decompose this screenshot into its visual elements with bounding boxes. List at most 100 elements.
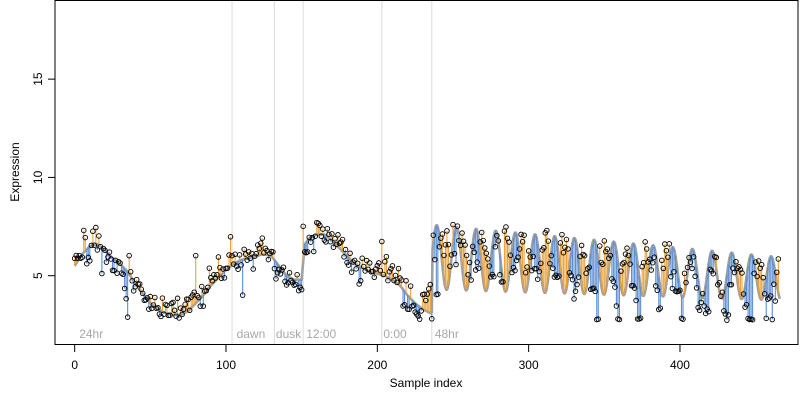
data-point (491, 273, 497, 280)
data-point (388, 266, 394, 272)
data-point (427, 281, 434, 288)
data-point (102, 247, 108, 254)
data-point (215, 254, 222, 260)
data-point (79, 254, 85, 260)
data-point (418, 308, 424, 314)
data-point (760, 274, 766, 281)
data-point (432, 256, 438, 263)
data-point (544, 227, 550, 234)
data-point (415, 313, 421, 319)
data-point (541, 245, 547, 251)
data-point (82, 234, 89, 241)
data-point (525, 248, 532, 254)
data-point (618, 268, 624, 274)
data-point (486, 263, 493, 269)
data-point (429, 316, 435, 322)
data-point (538, 260, 544, 267)
data-point (631, 285, 638, 291)
data-point (424, 291, 431, 297)
data-point (709, 268, 715, 274)
data-point (339, 236, 346, 243)
data-point (186, 307, 193, 314)
data-point (554, 274, 561, 281)
data-point (754, 273, 760, 280)
data-point (736, 264, 742, 270)
data-point (649, 259, 656, 266)
data-point (421, 291, 427, 297)
data-point (761, 291, 768, 297)
y-tick-label: 5 (31, 272, 45, 279)
x-tick-label: 100 (216, 358, 236, 372)
data-point (646, 256, 653, 262)
data-point (136, 281, 143, 287)
data-point (642, 239, 648, 245)
data-point (238, 262, 244, 268)
data-point (512, 267, 518, 274)
data-point (737, 266, 744, 273)
data-point (224, 265, 231, 271)
data-point (506, 239, 512, 245)
data-point (657, 305, 664, 311)
data-point (698, 299, 704, 306)
data-point (495, 238, 502, 244)
data-point (436, 244, 443, 250)
data-point (696, 307, 703, 314)
data-point (531, 265, 538, 272)
data-point (392, 272, 399, 279)
data-point (519, 238, 526, 245)
data-point (768, 293, 774, 299)
data-point (356, 281, 362, 287)
data-point (177, 305, 184, 311)
data-point (633, 297, 639, 304)
region-label: 0:00 (383, 327, 407, 341)
data-point (536, 268, 542, 275)
data-point (439, 231, 446, 237)
data-point (229, 252, 235, 259)
data-point (621, 259, 627, 266)
data-point (99, 270, 105, 277)
data-point (400, 303, 406, 309)
data-point (727, 281, 733, 288)
data-point (500, 279, 506, 285)
data-point (477, 239, 483, 245)
data-point (559, 231, 565, 238)
data-points (71, 219, 782, 323)
data-point (751, 270, 757, 277)
data-point (734, 265, 741, 271)
data-point (643, 246, 650, 252)
data-point (376, 260, 382, 266)
data-point (298, 286, 305, 293)
data-point (600, 261, 606, 268)
data-point (606, 255, 612, 261)
x-tick-label: 0 (71, 358, 78, 372)
data-point (348, 269, 355, 275)
data-point (492, 244, 499, 250)
data-point (250, 266, 256, 272)
data-point (668, 273, 674, 280)
data-point (279, 267, 285, 273)
data-point (88, 242, 95, 249)
data-point (91, 242, 98, 248)
region-label: dusk (276, 327, 302, 341)
data-point (580, 251, 586, 258)
data-point (159, 295, 166, 301)
data-point (144, 295, 151, 301)
data-point (527, 254, 533, 260)
x-tick-label: 300 (519, 358, 539, 372)
data-point (152, 294, 158, 301)
data-point (256, 245, 263, 252)
data-point (71, 255, 78, 262)
data-point (690, 254, 697, 260)
data-point (192, 252, 199, 259)
data-point (312, 233, 319, 239)
data-point (475, 265, 482, 271)
data-point (311, 248, 317, 255)
data-point (592, 288, 598, 295)
data-point (584, 265, 591, 272)
data-point (453, 261, 459, 268)
data-point (112, 257, 119, 264)
data-point (634, 316, 641, 322)
data-point (180, 306, 187, 313)
data-point (295, 287, 302, 294)
data-point (380, 271, 387, 278)
